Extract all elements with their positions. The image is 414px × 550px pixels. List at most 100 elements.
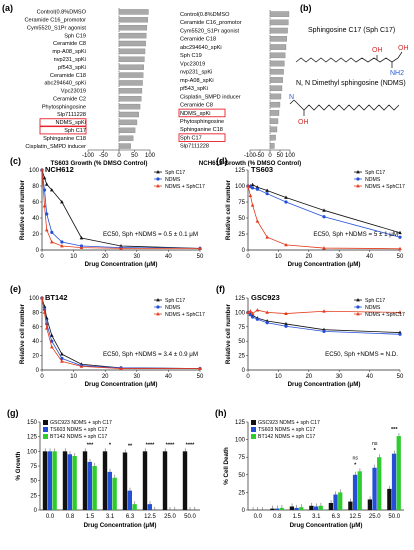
data-point (250, 182, 255, 187)
x-tick-label: 40 (165, 374, 172, 380)
chart-title: TS603 (251, 165, 273, 174)
bar (269, 77, 283, 83)
y-tick-label: 60 (32, 325, 39, 331)
data-point (398, 230, 402, 235)
sph-c17-structure-drawing (295, 51, 403, 68)
panel-a-left-bar-chart: (a) Control(0.8%DMSO Ceramide C16_promotor… (2, 3, 156, 167)
category-label: abc294640_spKi (44, 81, 86, 87)
legend-swatch (251, 427, 256, 432)
data-point (265, 310, 269, 314)
x-axis-title: Drug Concentration (μM) (85, 381, 158, 388)
bar (269, 134, 276, 141)
x-tick-label: 40 (366, 374, 373, 380)
bar (299, 507, 304, 510)
y-tick-label: 75 (238, 455, 245, 461)
data-point (119, 246, 123, 250)
x-tick-label: 50 (197, 254, 204, 260)
data-point (265, 235, 269, 239)
bar (270, 508, 275, 510)
y-tick-label: 80 (32, 310, 39, 316)
bar (47, 451, 52, 510)
bar (118, 127, 136, 133)
category-label: Ceramide C2 (53, 96, 86, 102)
category-label: Vpc23019 (180, 61, 205, 67)
data-point (156, 312, 160, 316)
category-label: nvp231_spKi (54, 57, 86, 63)
data-point (49, 188, 54, 192)
y-tick-label: 125 (235, 296, 246, 302)
panel-label: (h) (215, 408, 227, 418)
data-point (198, 246, 202, 250)
data-point (60, 240, 64, 244)
data-point (45, 212, 49, 216)
x-tick-label: 40 (366, 254, 373, 260)
x-tick-label: 50 (131, 153, 138, 159)
x-tick-label: 50.0 (184, 514, 196, 520)
y-tick-label: 40 (32, 339, 39, 345)
sph-nh2: NH2 (390, 70, 404, 77)
legend-label: NDMS + SphC17 (365, 184, 405, 190)
data-point (119, 366, 123, 370)
category-label: Ceramide C18 (50, 73, 86, 79)
category-label: Cisplatin_SMPD inducer (180, 94, 241, 100)
structure-label-sph-c17: Sphingosine C17 (Sph C17) (308, 27, 395, 34)
legend-label: GSC923 NDMS + sph C17 (258, 420, 320, 426)
chart-title: BT142 (45, 293, 68, 302)
data-point (50, 230, 54, 234)
series-line (41, 297, 200, 369)
data-point (265, 192, 269, 196)
bar (87, 461, 92, 510)
y-tick-label: 25 (30, 493, 37, 499)
data-point (156, 177, 160, 181)
x-tick-label: 50.0 (388, 514, 400, 520)
category-label: mp-A08_spKi (180, 78, 214, 84)
data-point (44, 228, 49, 232)
data-point (284, 321, 288, 326)
data-point (250, 203, 255, 207)
x-tick-label: 0 (246, 254, 250, 260)
data-point (356, 298, 360, 302)
x-tick-label: 30 (336, 254, 343, 260)
x-tick-label: 10 (275, 254, 282, 260)
data-point (42, 176, 47, 180)
bar (118, 56, 145, 62)
x-tick-label: 10 (70, 254, 77, 260)
significance-mark: *** (391, 427, 398, 433)
highlight-box (39, 118, 87, 127)
chart-title: NCH612 (45, 165, 74, 174)
category-label: Vpc23019 (61, 89, 86, 95)
bar (269, 93, 282, 100)
category-label: Ceramide C18 (180, 37, 216, 43)
x-tick-label: 100 (285, 153, 296, 159)
bar (313, 506, 319, 510)
bar (274, 508, 280, 510)
x-axis-title: TS603 Growth (% DMSO Control) (51, 160, 148, 167)
data-point (248, 309, 253, 313)
bar (269, 27, 288, 34)
category-label: mp-A08_spKi (52, 49, 86, 55)
category-label: Phytosphingosine (42, 104, 86, 110)
significance-mark: ** (128, 444, 133, 450)
legend-label: NDMS + SphC17 (365, 312, 405, 318)
category-label: Sph C19 (64, 33, 86, 39)
bar (118, 40, 146, 47)
y-axis-title: Relative cell number (225, 303, 232, 364)
x-tick-label: 0 (268, 153, 272, 159)
data-point (40, 168, 44, 172)
ec50-annotation: EC50, Sph +NDMS = 5 ± 1 μM (313, 231, 398, 238)
ec50-annotation: EC50, Sph +NDMS = 0.5 ± 0.1 μM (103, 231, 198, 238)
x-tick-label: 100 (145, 153, 156, 159)
x-tick-label: 50 (197, 374, 204, 380)
data-point (284, 242, 288, 247)
y-tick-label: 100 (235, 184, 246, 190)
legend-swatch (43, 434, 48, 439)
bar (269, 44, 287, 50)
category-label: Ceramide C8 (180, 103, 213, 109)
x-tick-label: 6.3 (332, 514, 341, 520)
legend-swatch (43, 427, 48, 432)
bar (42, 451, 48, 510)
data-point (322, 309, 326, 313)
category-label: Cym5520_S1Pr agonist (27, 25, 87, 31)
highlight-box (39, 126, 87, 135)
sph-oh-2: OH (398, 45, 409, 52)
